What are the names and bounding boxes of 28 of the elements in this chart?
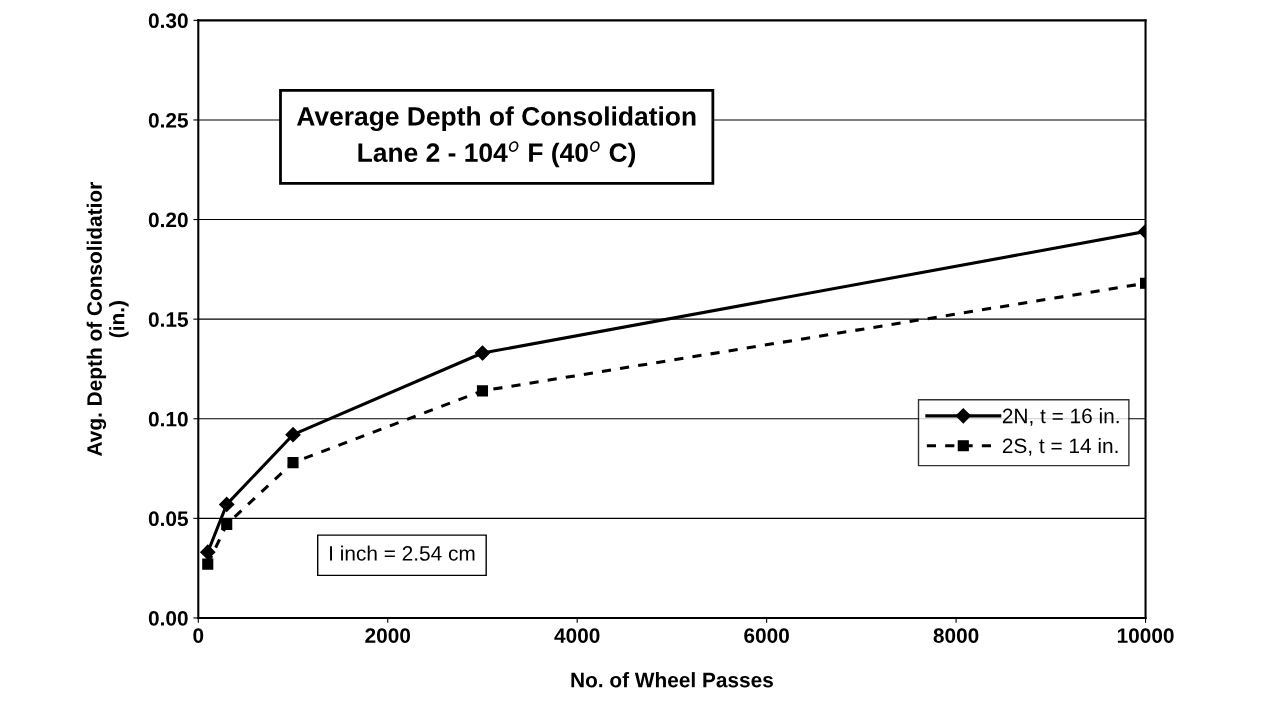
y-tick-label: 0.10	[148, 411, 188, 427]
y-tick-label: 0.20	[148, 212, 188, 228]
x-tick-label: 8000	[933, 628, 979, 643]
x-tick-label: 10000	[1117, 628, 1174, 643]
point	[476, 385, 489, 397]
legend-label: 2N, t = 16 in.	[1002, 408, 1119, 426]
annotation: I inch = 2.54 cm	[330, 545, 475, 561]
y-tick-label: 0.05	[148, 511, 188, 527]
y-tick-label: 0.30	[148, 13, 188, 29]
y-tick-label: 0.25	[148, 112, 188, 128]
x-tick-label: 4000	[554, 628, 600, 643]
point	[200, 544, 216, 560]
point	[219, 496, 235, 512]
point	[474, 345, 491, 361]
x-tick-label: 2000	[365, 628, 411, 643]
text: Lane 2 - 104$^{o}$ F (40$^{o}$ C)	[358, 141, 636, 168]
point	[285, 427, 301, 443]
y-tick-label: 0.00	[148, 610, 188, 626]
point	[287, 457, 299, 469]
y-tick-label: 0.15	[148, 312, 188, 327]
y-axis-title: Avg. Depth of Consolidatior (in.)	[86, 182, 129, 456]
point	[221, 518, 233, 530]
legend-label: 2S, t = 14 in.	[1002, 437, 1118, 456]
text: Average Depth of Consolidation	[296, 106, 696, 132]
x-tick-label: 0	[193, 628, 204, 643]
point	[202, 558, 214, 570]
x-axis-title: No. of Wheel Passes	[571, 672, 773, 688]
x-tick-label: 6000	[744, 628, 789, 643]
